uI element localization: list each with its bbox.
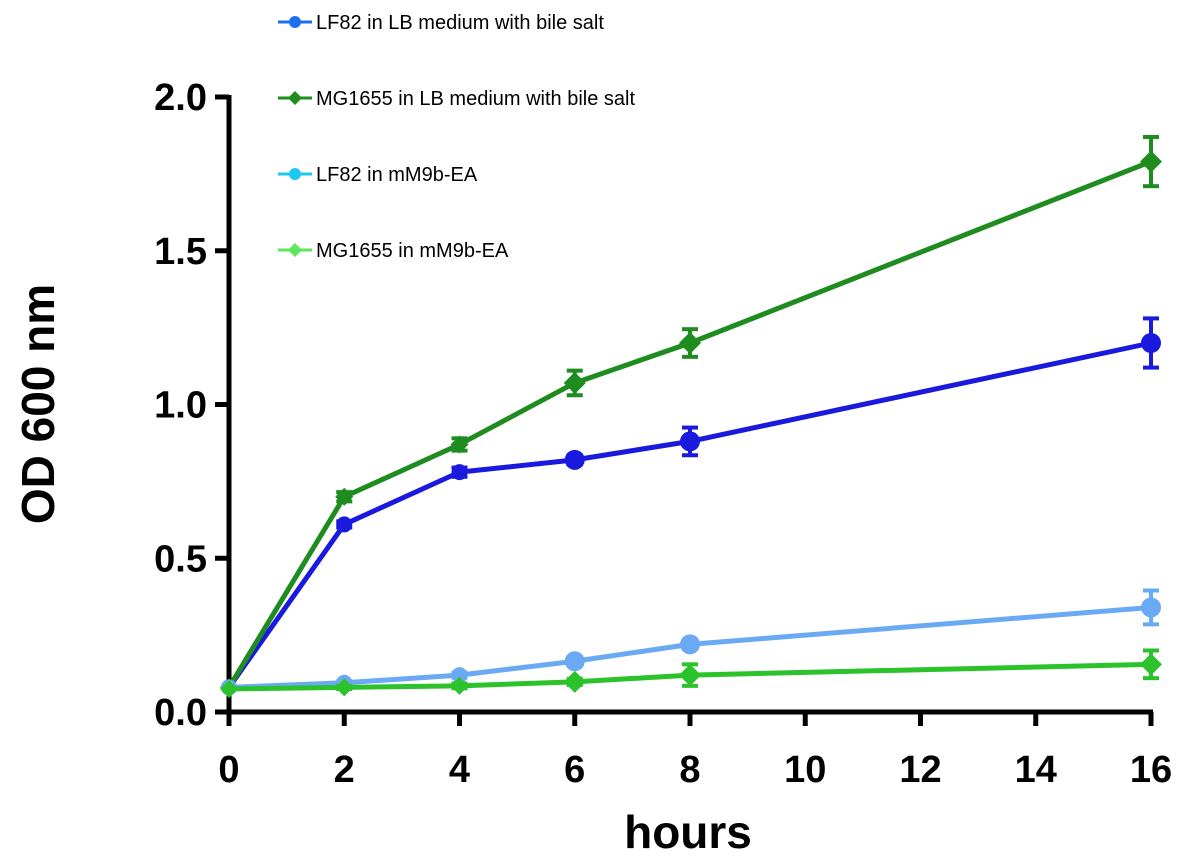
axes: 0.0 0.5 1.0 1.5 2.0 0 2 4 6 8 10 12 14 16 — [154, 77, 1172, 791]
data-point — [1141, 597, 1161, 618]
x-axis-title: hours — [624, 806, 752, 858]
legend-item-1: MG1655 in LB medium with bile salt — [278, 88, 635, 110]
data-point — [451, 667, 468, 684]
data-point — [336, 516, 353, 533]
y-tick-label: 0.0 — [154, 692, 207, 734]
x-tick-label: 14 — [1015, 749, 1057, 791]
data-point — [220, 679, 238, 698]
y-tick-label: 1.0 — [154, 385, 207, 427]
data-point — [680, 431, 700, 452]
data-point — [450, 435, 469, 454]
x-tick-label: 6 — [564, 749, 585, 791]
legend-item-0: LF82 in LB medium with bile salt — [278, 12, 604, 34]
data-point — [335, 487, 354, 506]
legend-swatch-marker — [288, 243, 302, 257]
series-layer — [220, 134, 1162, 698]
legend-label: MG1655 in mM9b-EA — [316, 240, 509, 262]
x-tick-label: 2 — [334, 749, 355, 791]
y-tick-label: 1.5 — [154, 231, 207, 273]
data-point — [563, 371, 586, 394]
legend-label: LF82 in mM9b-EA — [316, 164, 478, 186]
data-point — [451, 464, 468, 481]
data-point — [335, 678, 354, 697]
series-line — [228, 661, 1152, 692]
series-line — [226, 159, 1152, 689]
data-point — [564, 651, 585, 672]
legend-label: MG1655 in LB medium with bile salt — [316, 88, 635, 110]
legend-swatch-marker — [288, 91, 302, 105]
legend: LF82 in LB medium with bile salt MG1655 i… — [278, 12, 635, 262]
series-line — [226, 340, 1152, 689]
x-tick-label: 10 — [784, 749, 826, 791]
data-point — [450, 676, 469, 695]
series-1 — [220, 134, 1162, 697]
data-point — [1140, 653, 1162, 676]
legend-swatch-marker — [289, 16, 301, 28]
data-point — [563, 670, 586, 693]
x-tick-label: 16 — [1130, 749, 1172, 791]
data-point — [564, 449, 585, 470]
x-tick-label: 8 — [679, 749, 700, 791]
legend-swatch-marker — [289, 168, 301, 180]
legend-label: LF82 in LB medium with bile salt — [316, 12, 604, 34]
y-tick-label: 2.0 — [154, 77, 207, 119]
data-point — [1141, 333, 1161, 353]
data-point — [680, 634, 700, 655]
x-tick-label: 0 — [218, 749, 239, 791]
y-tick-label: 0.5 — [154, 538, 207, 580]
series-line — [228, 604, 1152, 690]
data-point — [1140, 150, 1162, 173]
data-point — [679, 332, 701, 354]
data-point — [679, 664, 701, 687]
legend-item-3: MG1655 in mM9b-EA — [278, 240, 509, 262]
y-axis-title: OD 600 nm — [12, 284, 64, 524]
legend-item-2: LF82 in mM9b-EA — [278, 164, 478, 186]
x-tick-label: 12 — [899, 749, 941, 791]
x-tick-label: 4 — [449, 749, 470, 791]
series-3 — [220, 648, 1162, 698]
